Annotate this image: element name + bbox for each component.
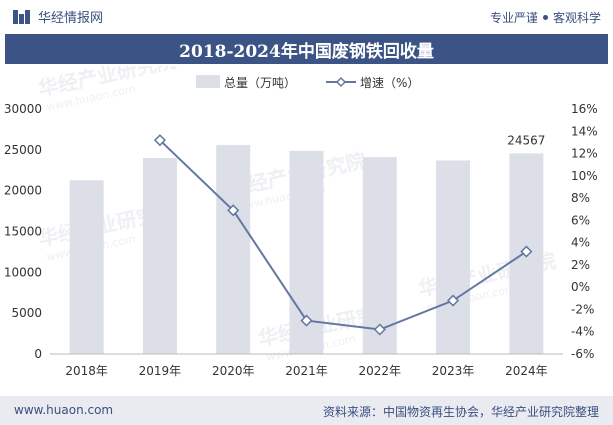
y-right-tick-label: -6% [571, 347, 594, 361]
brand-name: 华经情报网 [38, 11, 104, 26]
bar [216, 144, 251, 354]
y-left-tick-label: 5000 [11, 306, 42, 320]
y-left-tick-label: 0 [34, 347, 42, 361]
bar [436, 160, 471, 354]
line-point [153, 134, 166, 147]
y-left-tick-label: 20000 [4, 184, 42, 198]
logo-icon [13, 9, 30, 24]
bar-data-label: 24567 [507, 133, 545, 147]
dot-separator-icon [542, 15, 548, 20]
y-left-tick-label: 30000 [4, 102, 42, 116]
growth-line [159, 139, 527, 331]
y-right-tick-label: -4% [571, 325, 594, 339]
chart-title: 2018-2024年中国废钢铁回收量 [179, 41, 434, 62]
y-left-tick-label: 25000 [4, 143, 42, 157]
y-right-tick-label: 10% [571, 169, 598, 183]
y-right-tick-label: -2% [571, 302, 594, 316]
brand-logo[interactable]: 华经情报网 [12, 7, 103, 26]
bar [142, 158, 177, 354]
chart-title-bar: 2018-2024年中国废钢铁回收量 [5, 34, 608, 64]
y-left-tick-label: 15000 [4, 225, 42, 239]
legend-marker-icon [335, 76, 347, 88]
footer-url[interactable]: www.huaon.com [14, 403, 114, 417]
chart: 华经产业研究院www.huaon.com华经产业研究院www.huaon.com… [4, 66, 598, 378]
y-right-tick-label: 4% [571, 236, 590, 250]
x-tick-label: 2018年 [65, 364, 108, 378]
x-tick-label: 2024年 [505, 364, 548, 378]
line-point [227, 204, 240, 217]
line-point [300, 314, 313, 327]
y-right-tick-label: 12% [571, 147, 598, 161]
legend-line-label: 增速（%） [360, 76, 419, 90]
x-tick-label: 2023年 [432, 364, 475, 378]
y-right-tick-label: 14% [571, 124, 598, 138]
tagline: 专业严谨 客观科学 [490, 9, 601, 26]
line-point [447, 294, 460, 307]
bar [362, 157, 397, 354]
footer-source: 资料来源：中国物资再生协会，华经产业研究院整理 [322, 405, 599, 419]
tagline-right: 客观科学 [552, 11, 601, 25]
line-point [520, 245, 533, 258]
x-tick-label: 2021年 [285, 364, 328, 378]
x-tick-label: 2022年 [359, 364, 402, 378]
y-right-tick-label: 0% [571, 280, 590, 294]
x-tick-label: 2019年 [139, 364, 182, 378]
top-header: 华经情报网 专业严谨 客观科学 [0, 0, 613, 32]
y-right-tick-label: 2% [571, 258, 590, 272]
y-right-tick-label: 16% [571, 102, 598, 116]
tagline-left: 专业严谨 [489, 11, 538, 25]
y-right-tick-label: 6% [571, 213, 590, 227]
legend-bar-label: 总量（万吨） [224, 76, 296, 90]
line-point [373, 323, 386, 336]
bar [69, 180, 104, 354]
y-left-tick-label: 10000 [4, 265, 42, 279]
footer: www.huaon.com 资料来源：中国物资再生协会，华经产业研究院整理 [0, 396, 613, 425]
legend-bar-swatch [196, 75, 220, 88]
y-right-tick-label: 8% [571, 191, 590, 205]
x-tick-label: 2020年 [212, 364, 255, 378]
